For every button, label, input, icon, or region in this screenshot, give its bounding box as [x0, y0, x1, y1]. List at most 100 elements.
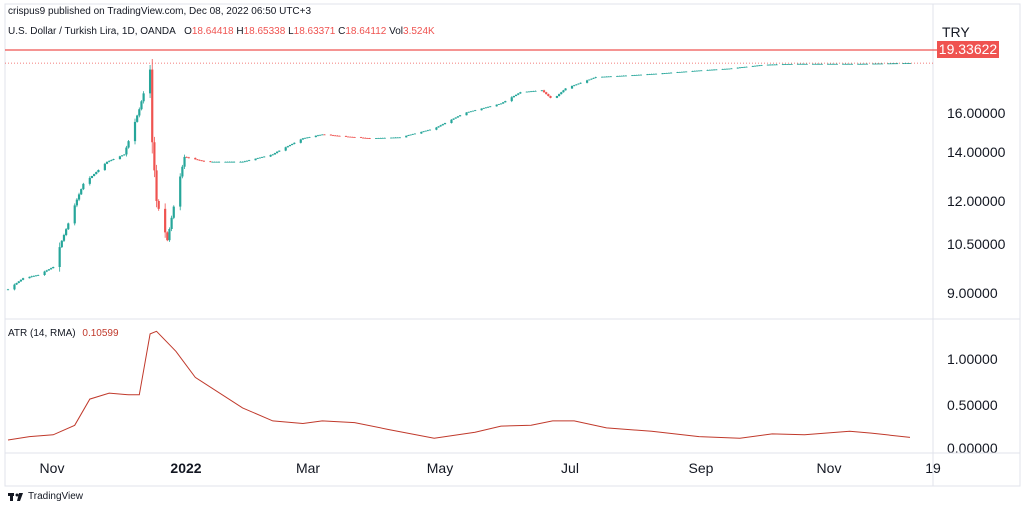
candle-body — [876, 63, 879, 65]
candle-body — [547, 94, 550, 97]
x-tick-label: 2022 — [170, 460, 202, 476]
candle-body — [105, 161, 109, 164]
candle-body — [409, 134, 412, 136]
candle-body — [194, 157, 197, 160]
candle-body — [850, 63, 853, 65]
candle-body — [164, 208, 167, 233]
y-tick-label: 9.00000 — [947, 285, 998, 301]
candle-body — [349, 136, 352, 138]
open-value: 18.64418 — [191, 26, 234, 37]
candle-body — [426, 130, 429, 132]
x-tick-label: Jul — [561, 460, 579, 476]
candle-body — [874, 63, 877, 65]
candle-body — [499, 103, 503, 105]
candle-body — [381, 137, 384, 139]
candle-body — [697, 70, 701, 72]
candle-body — [663, 73, 666, 74]
candle-body — [818, 63, 821, 65]
open-label: O — [184, 26, 192, 37]
candle-body — [319, 134, 322, 136]
candle-body — [842, 63, 845, 65]
candle-body — [52, 267, 55, 269]
x-tick-label: Mar — [295, 460, 321, 476]
candle-body — [73, 205, 76, 224]
candle-body — [812, 63, 815, 65]
candle-body — [758, 65, 761, 67]
candle-body — [271, 154, 274, 156]
candle-body — [469, 111, 472, 113]
candle-body — [616, 76, 619, 77]
candle-body — [110, 159, 113, 161]
candle-body — [549, 96, 552, 98]
candle-body — [555, 96, 559, 98]
candle-body — [902, 63, 905, 65]
candle-body — [97, 169, 100, 173]
candle-body — [95, 172, 98, 175]
candle-body — [34, 275, 38, 277]
atr-line — [7, 330, 911, 441]
candle-body — [103, 163, 106, 170]
candle-body — [607, 76, 610, 78]
price-legend: U.S. Dollar / Turkish Lira, 1D, OANDA O1… — [8, 26, 435, 37]
candle-body — [738, 67, 742, 69]
y-tick-label: 12.00000 — [947, 193, 1006, 209]
candle-body — [728, 68, 731, 70]
candle-body — [570, 86, 574, 89]
candle-body — [760, 65, 763, 66]
candle-body — [120, 155, 124, 157]
candle-body — [775, 64, 778, 66]
candle-body — [75, 199, 78, 206]
candle-body — [422, 131, 425, 133]
candle-body — [125, 147, 128, 155]
candle-body — [803, 63, 806, 65]
candle-body — [226, 161, 229, 163]
candle-body — [743, 66, 746, 68]
candle-body — [248, 160, 251, 162]
candle-body — [622, 75, 625, 77]
candle-body — [768, 64, 772, 66]
candle-body — [751, 66, 754, 67]
candle-body — [32, 275, 35, 277]
candle-body — [486, 106, 490, 108]
candle-body — [590, 78, 593, 80]
candle-body — [435, 127, 438, 130]
candle-body — [846, 63, 849, 65]
candle-body — [136, 115, 139, 122]
candle-body — [301, 138, 305, 140]
candle-body — [682, 71, 686, 73]
candle-body — [458, 115, 462, 117]
candle-body — [108, 160, 111, 162]
candle-body — [637, 74, 640, 76]
candle-body — [299, 139, 302, 143]
candle-body — [661, 73, 664, 75]
candle-body — [665, 73, 668, 74]
candle-body — [639, 74, 643, 76]
candle-body — [667, 72, 670, 74]
candle-body — [560, 92, 563, 95]
candle-body — [148, 69, 152, 94]
candle-body — [140, 101, 143, 110]
candle-body — [872, 63, 875, 65]
candle-body — [497, 104, 500, 105]
candle-body — [784, 64, 787, 65]
candle-body — [80, 189, 83, 195]
candle-body — [437, 126, 440, 128]
candle-body — [308, 137, 311, 138]
candle-body — [816, 63, 819, 65]
candle-body — [514, 94, 518, 97]
candle-body — [316, 135, 320, 137]
tradingview-brand[interactable]: TradingView — [8, 491, 83, 502]
candle-body — [725, 68, 729, 70]
candle-body — [118, 156, 122, 160]
candle-body — [573, 85, 576, 87]
candle-body — [243, 161, 246, 163]
candle-body — [338, 135, 341, 137]
candle-body — [275, 151, 279, 154]
candle-body — [155, 170, 158, 201]
candle-body — [450, 119, 453, 124]
candle-body — [796, 63, 800, 65]
candle-body — [441, 124, 444, 126]
candle-body — [181, 166, 184, 177]
candle-body — [82, 183, 85, 190]
candle-body — [906, 63, 909, 64]
